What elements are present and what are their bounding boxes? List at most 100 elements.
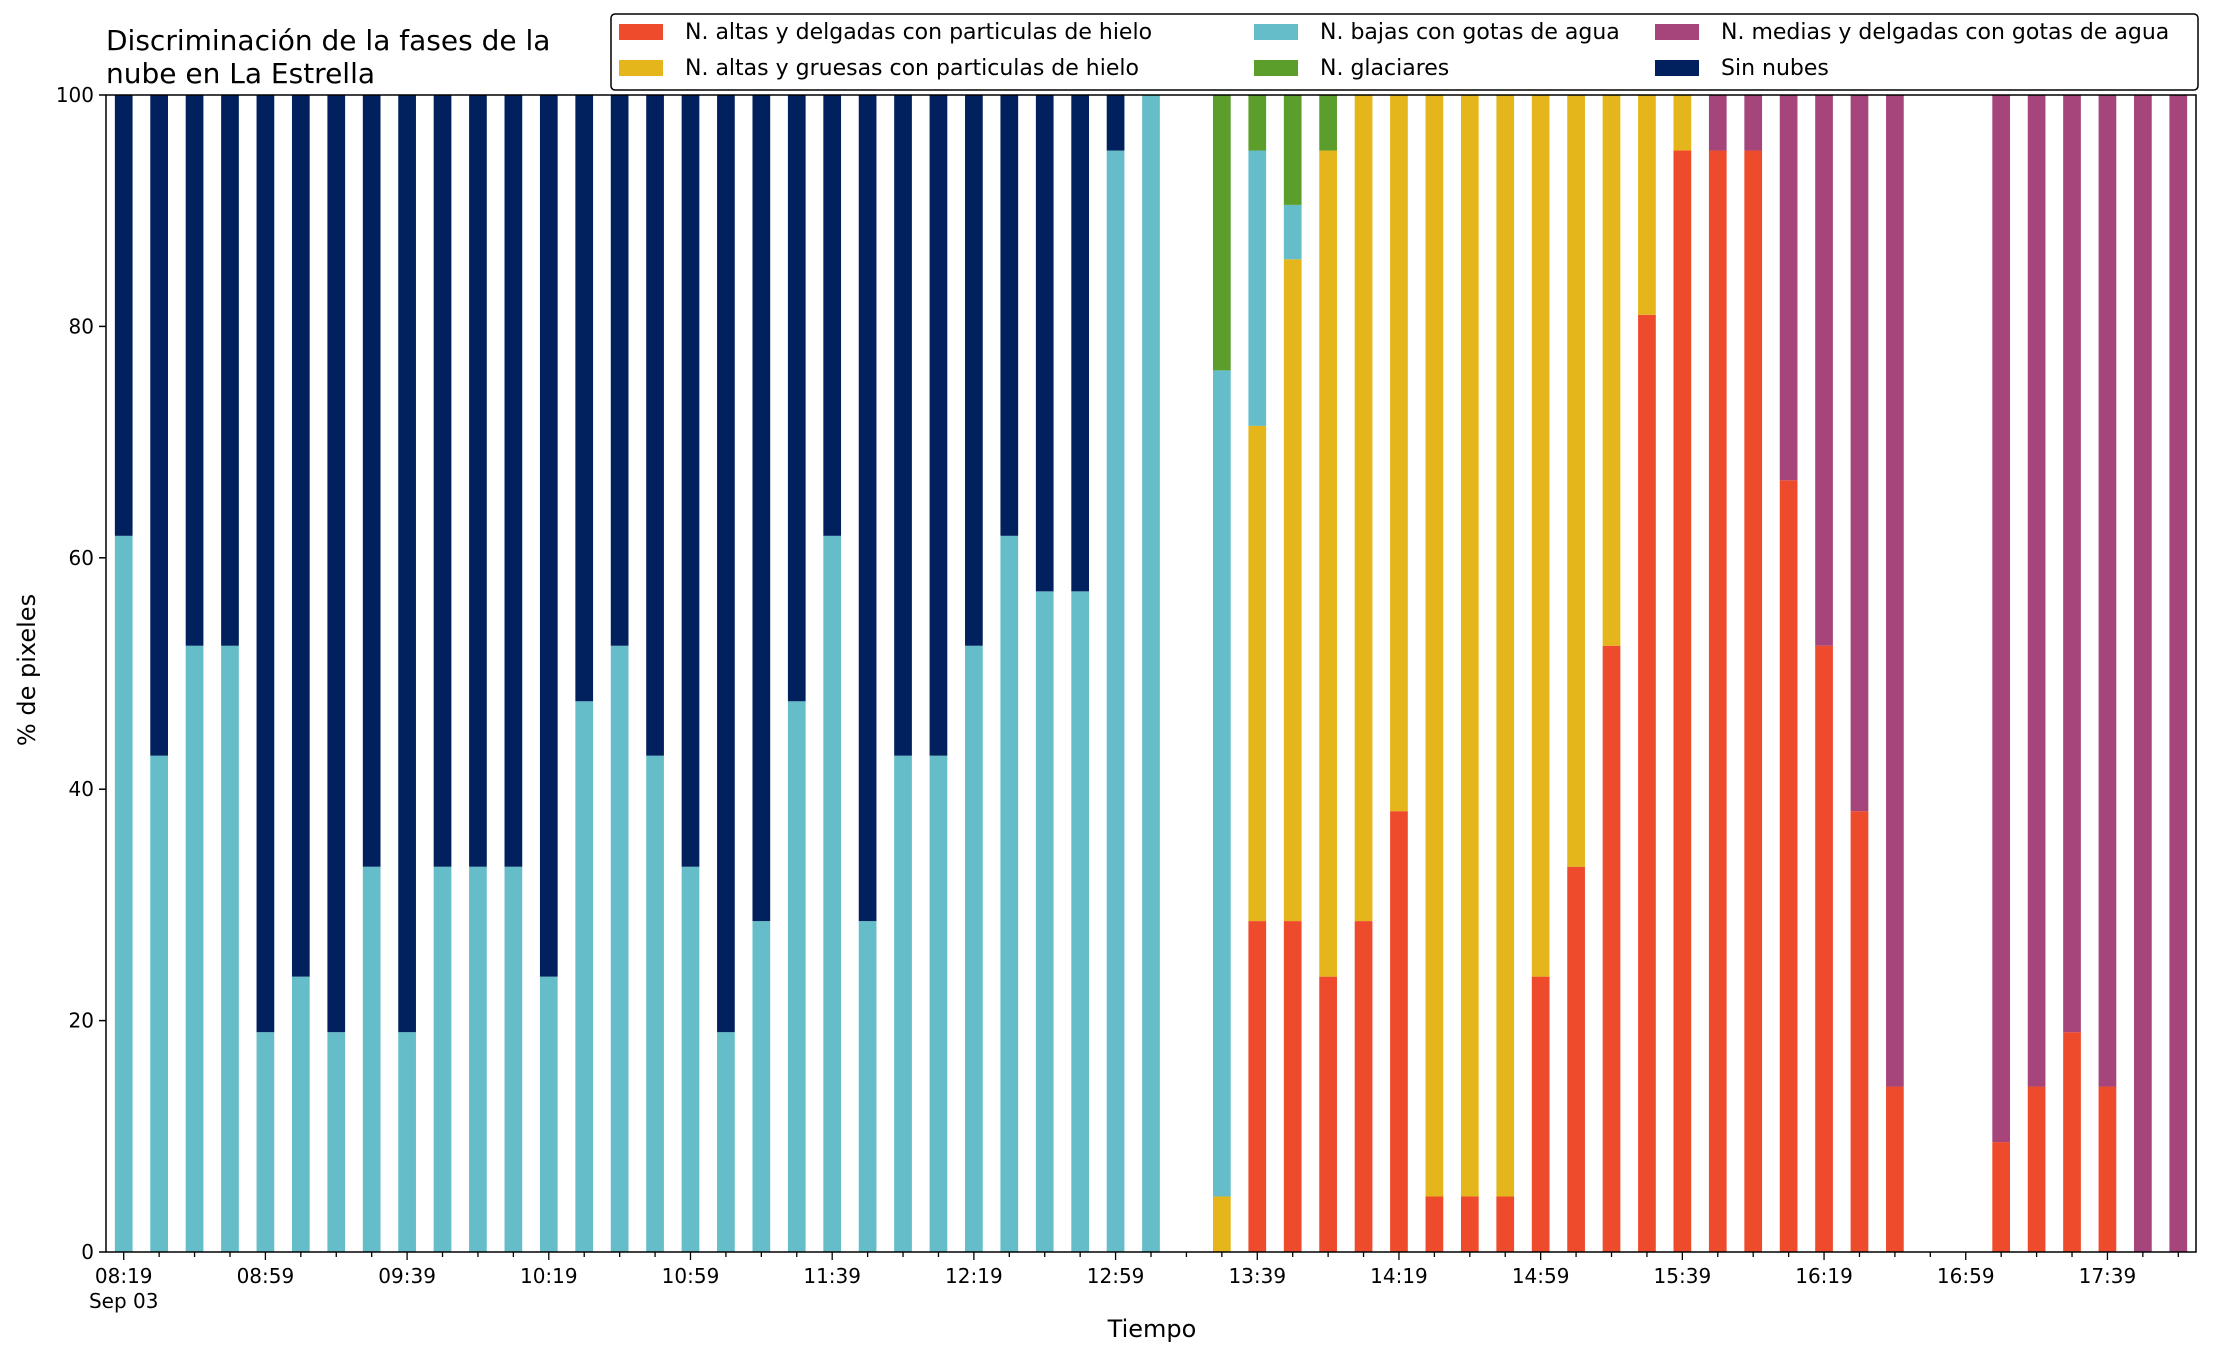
bar-segment-14:59-s0 — [1531, 976, 1550, 1252]
bar-segment-12:49-s5 — [1071, 95, 1090, 592]
x-tick-label: 12:59 — [1087, 1264, 1145, 1288]
x-tick-label: 08:59 — [237, 1264, 295, 1288]
legend: N. altas y delgadas con particulas de hi… — [610, 13, 2199, 91]
bar-segment-16:09-s0 — [1779, 480, 1798, 1252]
x-tick-sublabel: Sep 03 — [89, 1289, 159, 1313]
bar-segment-11:19-s2 — [752, 921, 771, 1252]
y-tick-label: 0 — [81, 1240, 94, 1264]
x-tick-label: 15:39 — [1654, 1264, 1712, 1288]
bar-segment-08:19-s2 — [114, 535, 133, 1252]
bar-segment-10:49-s2 — [646, 755, 664, 1252]
y-tick-label: 60 — [69, 546, 94, 570]
bar-segment-08:49-s5 — [221, 95, 239, 646]
bar-segment-13:29-s4 — [1212, 95, 1231, 371]
bar-segment-10:29-s2 — [575, 701, 594, 1252]
bar-segment-15:59-s3 — [1744, 95, 1763, 151]
legend-swatch — [1655, 24, 1699, 40]
bar-segment-11:09-s2 — [717, 1032, 735, 1252]
bar-segment-15:49-s0 — [1708, 150, 1727, 1252]
bar-segment-17:19-s3 — [2027, 95, 2046, 1087]
bar-segment-08:39-s2 — [185, 645, 204, 1252]
bar-segment-08:19-s5 — [114, 95, 133, 536]
bar-segment-12:49-s2 — [1071, 591, 1090, 1252]
bar-segment-11:09-s5 — [717, 95, 735, 1033]
y-axis-title: % de pixeles — [13, 594, 41, 746]
x-tick-label: 10:19 — [520, 1264, 578, 1288]
bar-segment-17:09-s3 — [1992, 95, 2011, 1143]
bar-segment-17:39-s0 — [2098, 1086, 2117, 1252]
bar-segment-13:39-s0 — [1248, 921, 1267, 1252]
bar-segment-08:49-s2 — [221, 645, 239, 1252]
bar-segment-10:29-s5 — [575, 95, 594, 702]
bar-segment-09:49-s2 — [433, 866, 452, 1252]
bar-segment-17:59-s3 — [2169, 95, 2188, 1252]
y-axis: 0 20 40 60 80 100 — [56, 83, 106, 1264]
bar-segment-17:09-s0 — [1992, 1142, 2011, 1252]
bar-segment-14:59-s1 — [1531, 95, 1550, 977]
bars-group — [114, 95, 2188, 1253]
bar-segment-13:39-s1 — [1248, 425, 1267, 922]
bar-segment-10:09-s5 — [504, 95, 523, 867]
bar-segment-08:59-s5 — [256, 95, 275, 1033]
bar-segment-10:39-s5 — [610, 95, 629, 646]
legend-label: N. medias y delgadas con gotas de agua — [1721, 20, 2169, 45]
bar-segment-11:59-s5 — [894, 95, 912, 756]
y-tick-label: 40 — [69, 777, 94, 801]
bar-segment-15:19-s1 — [1602, 95, 1621, 646]
bar-segment-10:39-s2 — [610, 645, 629, 1252]
bar-segment-11:49-s5 — [858, 95, 877, 922]
bar-segment-09:39-s2 — [398, 1032, 416, 1252]
x-axis: 08:19 08:59 09:39 10:19 10:59 11:39 12:19 12:59… — [89, 1252, 2179, 1313]
x-tick-label: 12:19 — [945, 1264, 1003, 1288]
x-tick-label: 08:19 — [95, 1264, 153, 1288]
bar-segment-17:29-s0 — [2063, 1032, 2081, 1252]
legend-frame — [610, 13, 2199, 91]
chart-title-line-2: nube en La Estrella — [106, 57, 375, 90]
bar-segment-13:39-s4 — [1248, 95, 1267, 151]
bar-segment-14:49-s1 — [1496, 95, 1515, 1197]
bar-segment-09:19-s5 — [327, 95, 346, 1033]
legend-swatch — [1254, 60, 1298, 76]
bar-segment-08:29-s5 — [150, 95, 168, 756]
bar-segment-09:59-s5 — [469, 95, 487, 867]
bar-segment-17:19-s0 — [2027, 1086, 2046, 1252]
bar-segment-15:49-s3 — [1708, 95, 1727, 151]
bar-segment-10:19-s2 — [539, 976, 558, 1252]
bar-segment-15:39-s1 — [1673, 95, 1692, 151]
bar-segment-12:29-s5 — [1000, 95, 1019, 536]
bar-segment-13:39-s2 — [1248, 150, 1267, 426]
bar-segment-10:09-s2 — [504, 866, 523, 1252]
bar-segment-14:09-s1 — [1354, 95, 1373, 922]
bar-segment-09:19-s2 — [327, 1032, 346, 1252]
y-tick-label: 80 — [69, 314, 94, 338]
bar-segment-13:49-s2 — [1283, 204, 1302, 260]
bar-segment-16:39-s3 — [1886, 95, 1904, 1087]
bar-segment-15:29-s0 — [1638, 314, 1656, 1253]
legend-label: N. altas y gruesas con particulas de hie… — [685, 56, 1139, 81]
plot-frame — [105, 94, 2197, 1253]
chart-title: Discriminación de la fases de la nube en… — [106, 24, 550, 90]
x-tick-label: 16:19 — [1795, 1264, 1853, 1288]
bar-segment-15:19-s0 — [1602, 645, 1621, 1252]
bar-segment-11:19-s5 — [752, 95, 771, 922]
bar-segment-13:49-s0 — [1283, 921, 1302, 1252]
x-tick-label: 16:59 — [1937, 1264, 1995, 1288]
y-tick-label: 100 — [56, 83, 94, 107]
bar-segment-10:19-s5 — [539, 95, 558, 977]
bar-segment-14:19-s1 — [1390, 95, 1408, 812]
bar-segment-11:29-s2 — [787, 701, 806, 1252]
x-tick-label: 11:39 — [803, 1264, 861, 1288]
x-tick-label: 13:39 — [1228, 1264, 1286, 1288]
bar-segment-09:29-s2 — [362, 866, 381, 1252]
bar-segment-08:59-s2 — [256, 1032, 275, 1252]
bar-segment-13:29-s2 — [1212, 370, 1231, 1197]
bar-segment-17:49-s3 — [2134, 95, 2152, 1252]
bar-segment-08:39-s5 — [185, 95, 204, 646]
bar-segment-17:29-s3 — [2063, 95, 2081, 1033]
legend-label: N. altas y delgadas con particulas de hi… — [685, 20, 1152, 45]
bar-segment-17:39-s3 — [2098, 95, 2117, 1087]
legend-label: N. bajas con gotas de agua — [1320, 20, 1620, 45]
bar-segment-12:29-s2 — [1000, 535, 1019, 1252]
bar-segment-13:49-s4 — [1283, 95, 1302, 205]
